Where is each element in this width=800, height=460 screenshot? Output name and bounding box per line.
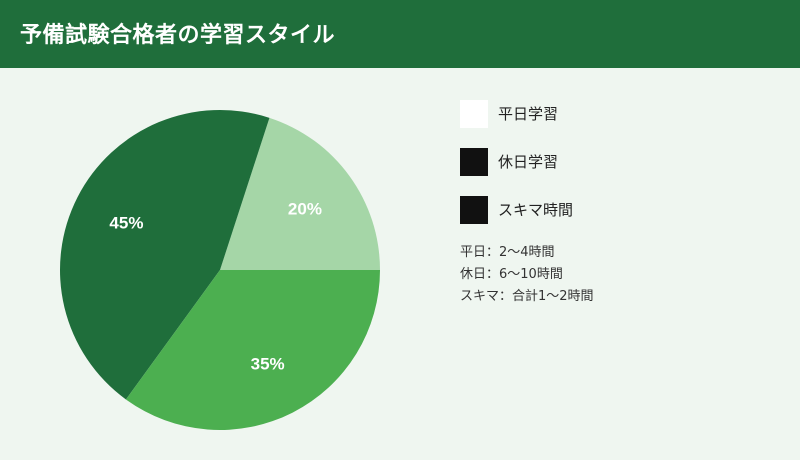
pie-slice-2 — [125, 270, 380, 431]
pie-slices — [59, 109, 380, 431]
legend-swatch-weekday — [460, 99, 488, 128]
legend-item-weekend: 休日学習 — [460, 147, 594, 176]
slice-label-1: 45% — [109, 213, 143, 232]
pie-slice-0 — [220, 117, 380, 270]
study-hours-notes: 平日：2〜4時間 休日：6〜10時間 スキマ：合計1〜2時間 — [460, 243, 594, 309]
note-weekend-hours: 休日：6〜10時間 — [460, 267, 563, 282]
legend-item-spare-time: スキマ時間 — [460, 195, 594, 224]
note-weekday-hours: 平日：2〜4時間 — [460, 245, 555, 260]
slice-label-0: 20% — [288, 199, 322, 218]
legend-swatch-spare-time — [460, 195, 488, 224]
page-title: 予備試験合格者の学習スタイル — [20, 23, 336, 48]
chart-legend: 平日学習 休日学習 スキマ時間 平日：2〜4時間 休日：6〜10時間 スキマ：合… — [460, 99, 594, 309]
legend-item-weekday: 平日学習 — [460, 99, 594, 128]
legend-label-spare-time: スキマ時間 — [498, 201, 574, 219]
pie-slice-1 — [59, 109, 270, 400]
pie-slice-labels: 20% 45% 35% — [109, 199, 322, 373]
note-spare-time-hours: スキマ：合計1〜2時間 — [460, 289, 594, 304]
legend-label-weekend: 休日学習 — [498, 153, 559, 171]
slice-label-2: 35% — [251, 355, 285, 374]
legend-label-weekday: 平日学習 — [498, 105, 559, 123]
header-bar: 予備試験合格者の学習スタイル — [0, 0, 800, 68]
legend-swatch-weekend — [460, 147, 488, 176]
